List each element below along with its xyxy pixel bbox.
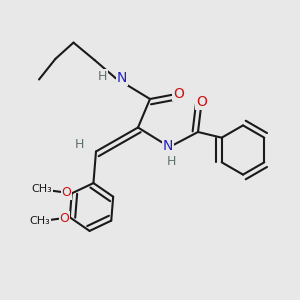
Text: N: N — [117, 71, 127, 85]
Text: H: H — [98, 70, 108, 83]
Text: O: O — [196, 95, 207, 109]
Text: CH₃: CH₃ — [32, 184, 52, 194]
Text: O: O — [173, 87, 184, 100]
Text: O: O — [61, 186, 71, 199]
Text: CH₃: CH₃ — [29, 216, 50, 226]
Text: H: H — [75, 137, 84, 151]
Text: O: O — [59, 212, 69, 225]
Text: N: N — [163, 140, 173, 153]
Text: H: H — [166, 155, 176, 168]
